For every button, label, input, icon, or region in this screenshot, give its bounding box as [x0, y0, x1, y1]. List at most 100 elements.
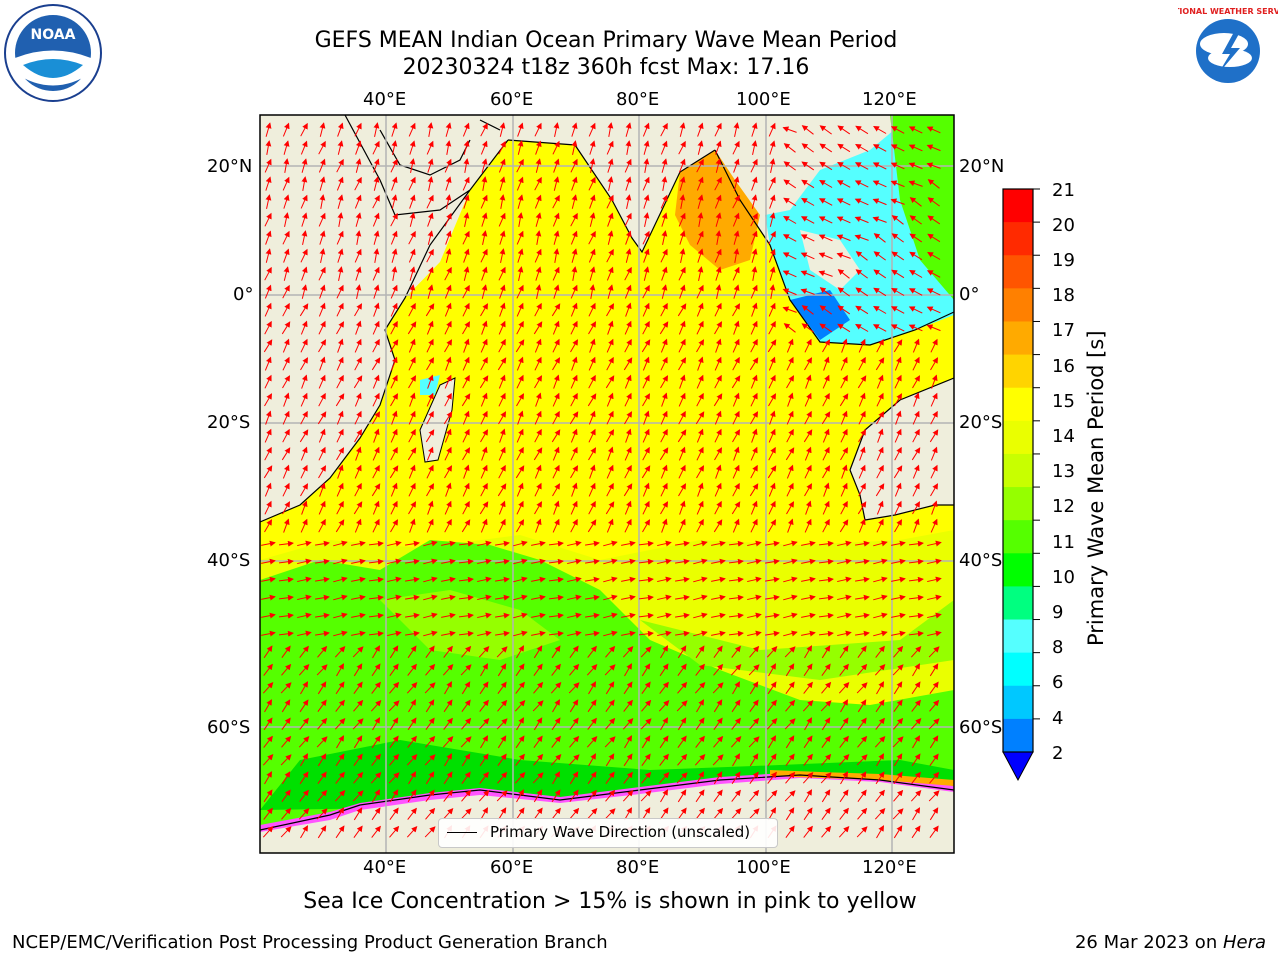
- wave-direction-arrow: [552, 212, 560, 227]
- wave-direction-arrow: [570, 302, 578, 317]
- bottom-lon-label: 80°E: [616, 857, 660, 878]
- wave-direction-arrow: [534, 428, 542, 443]
- wave-direction-arrow: [498, 212, 506, 227]
- wave-direction-arrow: [876, 411, 885, 425]
- wave-direction-arrow: [517, 410, 524, 425]
- wave-direction-arrow: [678, 357, 687, 371]
- wave-direction-arrow: [516, 428, 524, 443]
- wave-direction-arrow: [552, 357, 561, 371]
- wave-direction-arrow: [642, 428, 650, 443]
- wave-direction-arrow: [283, 392, 290, 407]
- wave-direction-arrow: [318, 374, 326, 389]
- wave-direction-arrow: [801, 143, 814, 153]
- wave-direction-arrow: [840, 374, 848, 389]
- wave-direction-arrow: [819, 287, 832, 297]
- wave-direction-arrow: [372, 320, 380, 335]
- wave-direction-arrow: [443, 411, 453, 425]
- wave-direction-arrow: [818, 198, 833, 206]
- wave-direction-arrow: [264, 320, 272, 335]
- wave-direction-arrow: [804, 483, 813, 497]
- wave-direction-arrow: [534, 501, 542, 515]
- wave-direction-arrow: [535, 266, 542, 281]
- wave-direction-arrow: [642, 374, 650, 389]
- wave-direction-arrow: [659, 321, 669, 335]
- wave-direction-arrow: [553, 230, 560, 245]
- wave-direction-arrow: [372, 338, 380, 353]
- wave-direction-arrow: [908, 144, 923, 152]
- wave-direction-arrow: [624, 374, 632, 389]
- wave-direction-arrow: [588, 302, 596, 317]
- wave-direction-arrow: [462, 428, 470, 443]
- wave-direction-arrow: [517, 194, 524, 209]
- wave-direction-arrow: [390, 320, 398, 335]
- wave-direction-arrow: [696, 302, 704, 317]
- wave-direction-arrow: [606, 482, 614, 497]
- wave-direction-arrow: [912, 501, 920, 515]
- wave-direction-arrow: [463, 212, 470, 227]
- wave-direction-arrow: [890, 162, 905, 170]
- wave-direction-arrow: [444, 158, 452, 173]
- wave-direction-arrow: [911, 447, 921, 461]
- wave-direction-arrow: [264, 212, 272, 227]
- wave-direction-arrow: [318, 339, 327, 353]
- wave-direction-arrow: [317, 411, 327, 425]
- top-lon-label: 40°E: [363, 89, 407, 110]
- wave-direction-arrow: [926, 162, 941, 169]
- wave-direction-arrow: [499, 122, 506, 137]
- right-lat-label: 40°S: [959, 550, 1003, 571]
- wave-direction-arrow: [283, 158, 290, 173]
- wave-direction-arrow: [463, 140, 470, 155]
- wave-direction-arrow: [282, 176, 290, 191]
- wave-direction-arrow: [300, 194, 308, 209]
- wave-direction-arrow: [805, 374, 812, 389]
- wave-direction-arrow: [354, 194, 362, 209]
- wave-direction-arrow: [677, 303, 687, 317]
- wave-direction-arrow: [643, 248, 650, 263]
- wave-direction-arrow: [589, 158, 596, 173]
- wave-direction-arrow: [926, 306, 941, 314]
- wave-direction-arrow: [534, 356, 542, 371]
- wave-direction-arrow: [767, 339, 777, 353]
- wave-direction-arrow: [768, 482, 776, 497]
- wave-direction-arrow: [353, 501, 363, 515]
- wave-direction-arrow: [624, 284, 632, 299]
- wave-direction-arrow: [804, 446, 812, 461]
- wave-direction-arrow: [696, 392, 704, 407]
- colorbar-segment: [1003, 222, 1033, 256]
- wave-direction-arrow: [732, 338, 740, 353]
- wave-direction-arrow: [517, 212, 524, 227]
- wave-direction-arrow: [515, 339, 525, 353]
- wave-direction-arrow: [768, 176, 776, 191]
- wave-direction-arrow: [893, 339, 903, 353]
- wave-direction-arrow: [427, 500, 434, 515]
- wave-direction-arrow: [875, 357, 885, 371]
- wave-direction-arrow: [498, 266, 506, 281]
- wave-direction-arrow: [462, 302, 470, 317]
- wave-direction-arrow: [677, 429, 687, 443]
- colorbar-label: Primary Wave Mean Period [s]: [1084, 330, 1108, 646]
- wave-direction-arrow: [854, 234, 869, 241]
- wave-direction-arrow: [498, 411, 507, 425]
- colorbar-segment: [1003, 553, 1033, 587]
- colorbar-segment: [1003, 586, 1033, 621]
- wave-direction-arrow: [679, 176, 686, 191]
- wave-direction-arrow: [570, 446, 578, 461]
- wave-direction-arrow: [822, 500, 830, 515]
- wave-direction-arrow: [857, 375, 867, 389]
- wave-direction-arrow: [805, 500, 812, 515]
- wave-direction-arrow: [890, 324, 905, 332]
- wave-direction-arrow: [858, 338, 866, 353]
- wave-direction-arrow: [283, 266, 290, 281]
- wave-direction-arrow: [821, 411, 831, 425]
- wave-direction-arrow: [927, 215, 941, 225]
- wave-direction-arrow: [588, 500, 596, 515]
- colorbar: [1002, 188, 1040, 782]
- wave-direction-arrow: [661, 158, 668, 173]
- wave-direction-arrow: [732, 212, 740, 227]
- wave-direction-arrow: [909, 197, 922, 207]
- east-africa-land: [260, 115, 470, 522]
- wave-direction-arrow: [354, 410, 362, 425]
- wave-direction-arrow: [426, 266, 434, 281]
- wave-direction-arrow: [462, 230, 470, 245]
- wave-direction-arrow: [697, 248, 704, 263]
